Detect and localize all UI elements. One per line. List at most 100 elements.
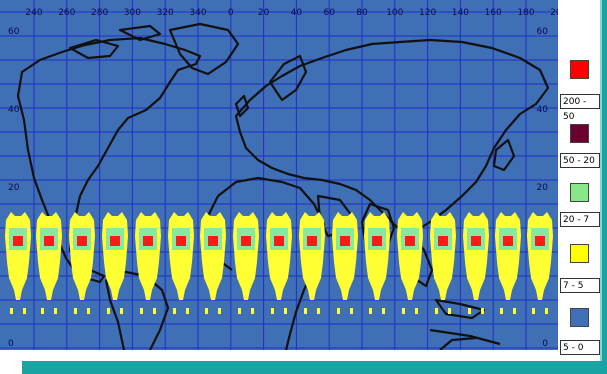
band-tail bbox=[173, 308, 176, 314]
latitude-label-right: 40 bbox=[537, 105, 549, 115]
band-red-zone bbox=[274, 236, 284, 246]
longitude-label: 60 bbox=[323, 8, 335, 18]
longitude-label: 80 bbox=[356, 8, 368, 18]
legend-swatch-5 bbox=[570, 308, 589, 327]
legend-label-1: 200 - 50 bbox=[560, 94, 600, 122]
longitude-label: 200 bbox=[550, 8, 558, 18]
band-marker bbox=[5, 212, 31, 314]
latitude-label-right: 0 bbox=[542, 339, 548, 349]
longitude-label: 100 bbox=[386, 8, 403, 18]
band-tail bbox=[369, 308, 372, 314]
band-tail bbox=[54, 308, 57, 314]
band-marker bbox=[495, 212, 521, 314]
legend-label-3: 20 - 7 bbox=[560, 212, 600, 227]
band-tail bbox=[337, 308, 340, 314]
longitude-label: 280 bbox=[91, 8, 108, 18]
band-marker bbox=[397, 212, 423, 314]
longitude-label: 240 bbox=[25, 8, 42, 18]
longitude-label: 160 bbox=[485, 8, 502, 18]
band-tail bbox=[415, 308, 418, 314]
band-marker bbox=[430, 212, 456, 314]
band-tail bbox=[350, 308, 353, 314]
band-red-zone bbox=[503, 236, 513, 246]
longitude-label: 0 bbox=[228, 8, 234, 18]
band-tail bbox=[23, 308, 26, 314]
legend-swatch-3 bbox=[570, 183, 589, 202]
map-canvas: 240 260 280 300 320 340 0 20 40 60 80 100 120 140 160 1… bbox=[0, 0, 568, 351]
coastline-japan bbox=[492, 138, 516, 172]
latitude-label-right: 20 bbox=[537, 183, 549, 193]
longitude-tick-labels: 240 260 280 300 320 340 0 20 40 60 80 100 120 140 160 1… bbox=[25, 8, 567, 18]
band-tail bbox=[304, 308, 307, 314]
band-tail bbox=[545, 308, 548, 314]
band-tail bbox=[238, 308, 241, 314]
longitude-label: 180 bbox=[517, 8, 534, 18]
frame-right-highlight bbox=[600, 0, 602, 374]
band-red-zone bbox=[208, 236, 218, 246]
band-tail bbox=[500, 308, 503, 314]
band-marker bbox=[135, 212, 161, 314]
band-tail bbox=[513, 308, 516, 314]
color-legend: 200 - 50 50 - 20 20 - 7 7 - 5 5 - 0 bbox=[558, 0, 600, 358]
band-tail bbox=[317, 308, 320, 314]
longitude-label: 20 bbox=[258, 8, 270, 18]
coastline-greenland bbox=[168, 22, 240, 76]
band-red-zone bbox=[340, 236, 350, 246]
latitude-label-left: 0 bbox=[8, 339, 14, 349]
band-tail bbox=[186, 308, 189, 314]
band-tail bbox=[10, 308, 13, 314]
coastline-south-america bbox=[104, 270, 170, 351]
band-tail bbox=[382, 308, 385, 314]
band-marker bbox=[102, 212, 128, 314]
coastline-arctic-islands bbox=[68, 24, 162, 60]
band-tail bbox=[481, 308, 484, 314]
band-tail bbox=[532, 308, 535, 314]
band-tail bbox=[205, 308, 208, 314]
band-marker bbox=[36, 212, 62, 314]
band-red-zone bbox=[77, 236, 87, 246]
band-red-zone bbox=[438, 236, 448, 246]
frame-right-bar bbox=[600, 0, 607, 374]
band-tail bbox=[284, 308, 287, 314]
longitude-label: 260 bbox=[58, 8, 75, 18]
band-tail bbox=[107, 308, 110, 314]
flux-band-markers bbox=[5, 212, 553, 314]
band-red-zone bbox=[44, 236, 54, 246]
band-red-zone bbox=[176, 236, 186, 246]
longitude-label: 300 bbox=[124, 8, 141, 18]
band-marker bbox=[233, 212, 259, 314]
band-marker bbox=[200, 212, 226, 314]
band-marker bbox=[332, 212, 358, 314]
band-tail bbox=[74, 308, 77, 314]
band-tail bbox=[153, 308, 156, 314]
longitude-label: 140 bbox=[452, 8, 469, 18]
band-tail bbox=[435, 308, 438, 314]
band-marker bbox=[69, 212, 95, 314]
legend-swatch-4 bbox=[570, 244, 589, 263]
band-marker bbox=[364, 212, 390, 314]
band-tail bbox=[251, 308, 254, 314]
band-red-zone bbox=[143, 236, 153, 246]
band-marker bbox=[527, 212, 553, 314]
band-marker bbox=[299, 212, 325, 314]
band-tail bbox=[402, 308, 405, 314]
coastline-eurasia bbox=[234, 38, 550, 234]
longitude-label: 340 bbox=[189, 8, 206, 18]
band-tail bbox=[140, 308, 143, 314]
band-red-zone bbox=[241, 236, 251, 246]
band-tail bbox=[468, 308, 471, 314]
band-tail bbox=[448, 308, 451, 314]
legend-swatch-1 bbox=[570, 60, 589, 79]
band-red-zone bbox=[471, 236, 481, 246]
band-tail bbox=[120, 308, 123, 314]
band-tail bbox=[41, 308, 44, 314]
band-red-zone bbox=[535, 236, 545, 246]
legend-label-4: 7 - 5 bbox=[560, 278, 600, 293]
legend-label-2: 50 - 20 bbox=[560, 153, 600, 168]
coastline-scandinavia bbox=[268, 54, 308, 102]
coastline-british-isles bbox=[234, 94, 250, 118]
frame-bottom-bar bbox=[22, 361, 607, 374]
latitude-label-right: 60 bbox=[537, 27, 549, 37]
legend-swatch-2 bbox=[570, 124, 589, 143]
latitude-label-left: 20 bbox=[8, 183, 20, 193]
